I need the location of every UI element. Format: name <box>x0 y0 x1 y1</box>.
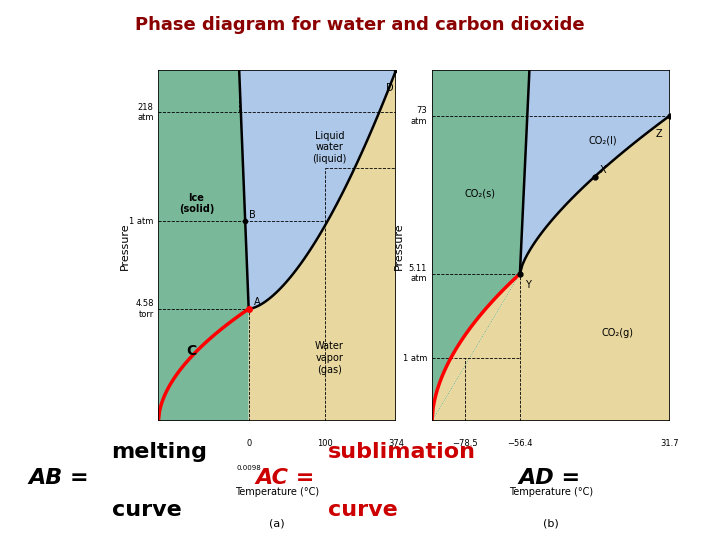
Text: Liquid
water
(liquid): Liquid water (liquid) <box>312 131 346 164</box>
Text: D: D <box>387 83 394 93</box>
Text: CO₂(l): CO₂(l) <box>589 136 617 145</box>
Text: curve: curve <box>328 500 397 519</box>
Text: A: A <box>253 298 260 307</box>
Polygon shape <box>158 70 248 421</box>
Text: CO₂(g): CO₂(g) <box>601 328 634 339</box>
Text: 4.58
torr: 4.58 torr <box>135 299 153 319</box>
Text: Z: Z <box>655 129 662 139</box>
Text: curve: curve <box>112 500 181 519</box>
Text: −78.5: −78.5 <box>452 439 478 448</box>
Text: Pressure: Pressure <box>394 222 404 269</box>
Text: −56.4: −56.4 <box>507 439 533 448</box>
Text: 1 atm: 1 atm <box>130 217 153 226</box>
Text: 73
atm: 73 atm <box>410 106 427 125</box>
Text: Temperature (°C): Temperature (°C) <box>509 487 593 497</box>
Polygon shape <box>432 70 529 421</box>
Text: Water
vapor
(gas): Water vapor (gas) <box>315 341 344 375</box>
Text: 0.0098: 0.0098 <box>236 465 261 471</box>
Text: B: B <box>249 210 256 220</box>
Text: 5.11
atm: 5.11 atm <box>409 264 427 284</box>
Text: sublimation: sublimation <box>328 442 476 462</box>
Text: 100: 100 <box>317 439 333 448</box>
Text: X: X <box>600 165 606 175</box>
Text: Ice
(solid): Ice (solid) <box>179 193 214 214</box>
Polygon shape <box>520 70 670 274</box>
Text: 0: 0 <box>246 439 251 448</box>
Text: AB =: AB = <box>29 468 89 488</box>
Text: melting: melting <box>112 442 207 462</box>
Text: Y: Y <box>525 280 531 290</box>
Text: 218
atm: 218 atm <box>137 103 153 122</box>
Text: Pressure: Pressure <box>120 222 130 269</box>
Polygon shape <box>432 116 670 421</box>
Text: Phase diagram for water and carbon dioxide: Phase diagram for water and carbon dioxi… <box>135 16 585 34</box>
Text: Temperature (°C): Temperature (°C) <box>235 487 319 497</box>
Text: AC =: AC = <box>256 468 315 488</box>
Text: (b): (b) <box>543 518 559 529</box>
Polygon shape <box>158 70 396 421</box>
Text: 1 atm: 1 atm <box>403 354 427 362</box>
Text: CO₂(s): CO₂(s) <box>464 188 495 198</box>
Text: AD =: AD = <box>518 468 580 488</box>
Text: (a): (a) <box>269 518 285 529</box>
Polygon shape <box>239 70 396 309</box>
Text: 31.7: 31.7 <box>660 439 679 448</box>
Text: 374: 374 <box>388 439 404 448</box>
Text: C: C <box>186 344 197 358</box>
